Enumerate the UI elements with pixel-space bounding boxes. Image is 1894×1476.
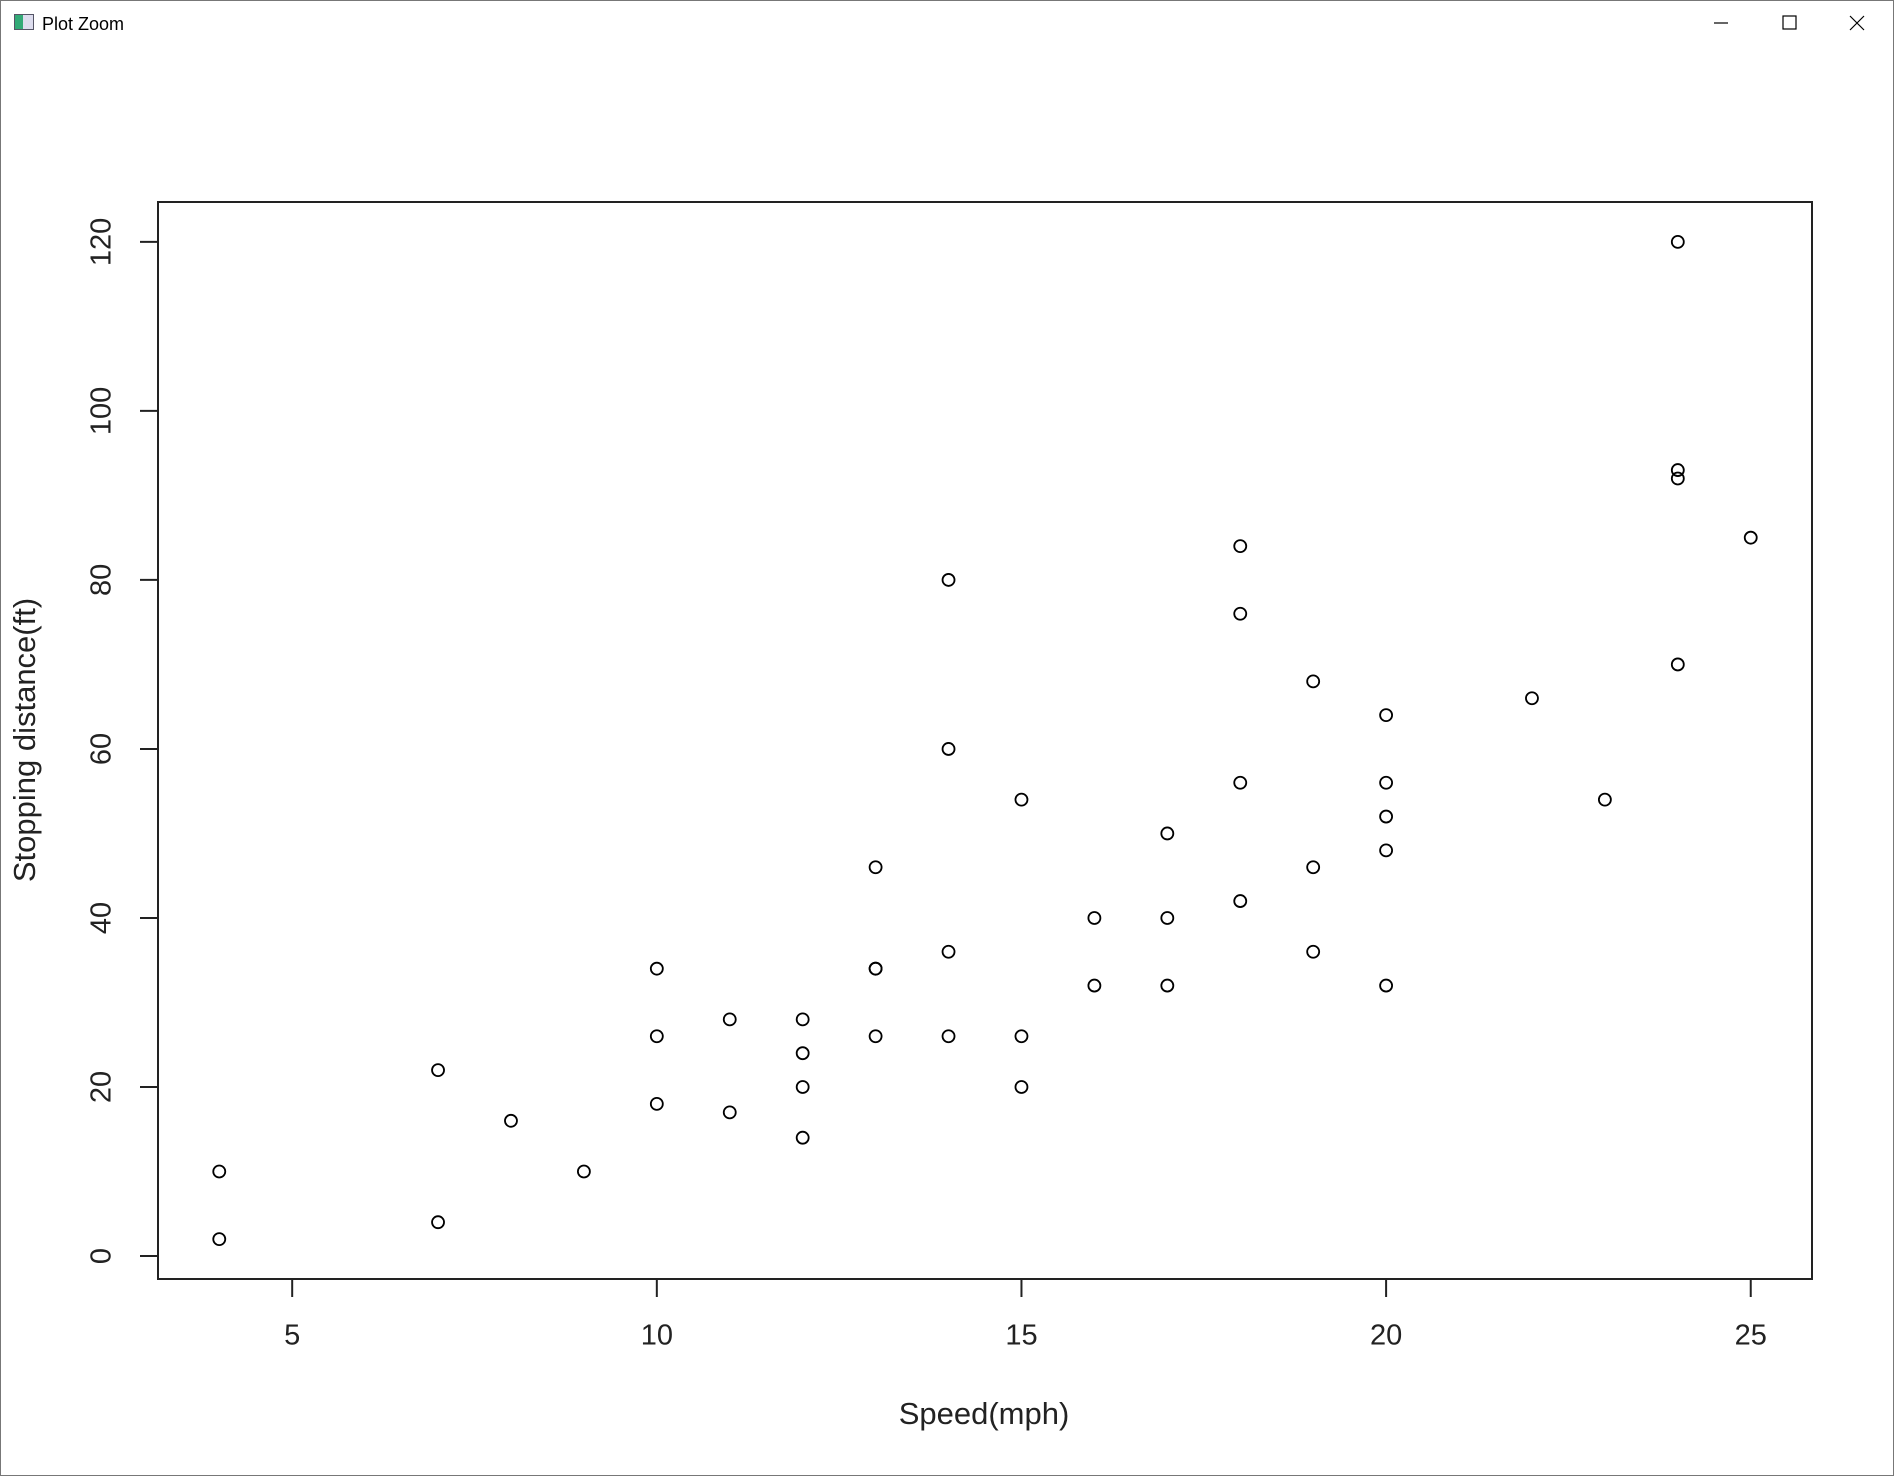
data-point [1233,775,1248,790]
data-point [649,1096,664,1111]
data-point [1525,691,1539,706]
data-point [212,1232,227,1247]
data-point [1670,471,1685,486]
data-point [1014,1080,1029,1094]
app-icon [14,14,34,30]
data-point [795,1012,810,1027]
data-point [1014,1029,1029,1044]
y-tick-label: 40 [86,902,118,934]
data-point [431,1063,445,1077]
y-tick-label: 60 [86,733,118,765]
y-tick-label: 0 [86,1248,118,1264]
data-point [1233,606,1248,621]
data-point [649,961,664,976]
y-tick-label: 20 [86,1071,118,1103]
title-bar: Plot Zoom [1,1,1893,47]
data-point [1670,463,1685,477]
data-point [212,1164,227,1179]
data-point [1670,234,1685,249]
data-point [1379,978,1394,993]
x-tick-label: 25 [1735,1320,1767,1352]
data-point [1306,944,1321,959]
data-point [941,573,956,587]
data-point [941,944,956,959]
data-point [1379,809,1394,824]
data-point [1379,843,1394,858]
plot-box [157,201,1813,1280]
data-point [722,1105,737,1120]
x-axis-title: Speed(mph) [899,1396,1070,1431]
data-point [1743,530,1758,545]
maximize-button[interactable] [1755,1,1823,45]
data-point [795,1080,810,1094]
y-tick-label: 80 [86,564,118,596]
data-point [722,1012,737,1027]
data-point [1379,775,1394,790]
x-tick-label: 15 [1005,1320,1037,1352]
data-point [504,1113,518,1128]
data-point [1379,708,1394,723]
data-point [941,1029,956,1044]
data-point [1233,539,1248,554]
data-point [431,1215,445,1230]
y-tick-label: 120 [86,218,118,266]
data-point [576,1164,591,1179]
data-point [1087,978,1102,993]
y-tick-label: 100 [86,387,118,435]
data-point [1597,792,1612,807]
data-point [868,860,883,875]
minimize-button[interactable] [1687,1,1755,45]
data-point [1014,792,1029,807]
data-point [1087,911,1102,925]
data-point [941,742,956,756]
data-point [1670,657,1685,672]
y-axis-title: Stopping distance(ft) [7,598,42,882]
data-point [795,1130,810,1145]
data-point [868,961,883,976]
data-point [1160,826,1175,841]
data-point [795,1046,810,1061]
close-button[interactable] [1823,1,1891,45]
data-point [868,1029,883,1044]
data-point [1160,911,1175,925]
data-point [1160,978,1175,993]
data-point [649,1029,664,1044]
data-point [1233,894,1248,908]
data-point [1306,674,1321,689]
x-tick-label: 5 [284,1320,300,1352]
window-title: Plot Zoom [42,14,125,34]
x-tick-label: 10 [641,1320,673,1352]
data-point [1306,860,1321,875]
x-tick-label: 20 [1370,1320,1402,1352]
